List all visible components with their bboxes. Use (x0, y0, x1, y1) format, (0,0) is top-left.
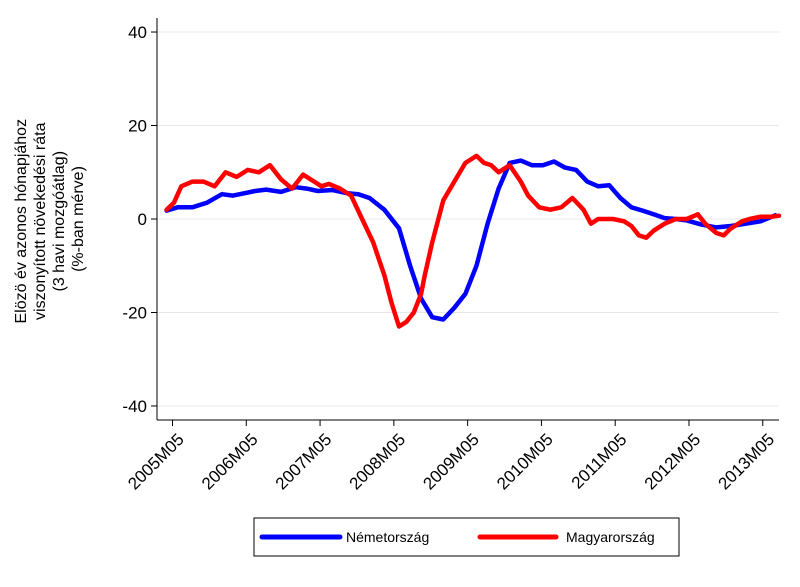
y-axis-label-line-3: (3 havi mozgóátlag) (51, 151, 68, 292)
x-tick-label: 2008M05 (346, 430, 410, 494)
series-line-nemetorszag (164, 158, 778, 322)
y-tick-label: -40 (122, 397, 147, 416)
x-tick-label: 2013M05 (715, 430, 779, 494)
legend-label-nemetorszag: Németország (346, 529, 429, 545)
x-tick-label: 2007M05 (272, 430, 336, 494)
x-tick-label: 2005M05 (124, 430, 188, 494)
y-axis-ticks: -40 -20 0 20 40 (122, 23, 157, 416)
x-tick-label: 2010M05 (493, 430, 557, 494)
y-tick-label: 20 (128, 117, 147, 136)
legend: Németország Magyarország (253, 517, 680, 557)
x-tick-label: 2012M05 (641, 430, 705, 494)
y-axis-label-line-1: Elözö év azonos hónapjához (13, 119, 30, 324)
y-tick-label: 0 (138, 210, 147, 229)
x-axis-ticks: 2005M05 2006M05 2007M05 2008M05 2009M05 2010M… (124, 420, 778, 493)
y-tick-label: 40 (128, 23, 147, 42)
x-tick-label: 2009M05 (419, 430, 483, 494)
y-axis-label-line-2: viszonyított növekedési ráta (32, 122, 49, 320)
x-tick-label: 2006M05 (198, 430, 262, 494)
series-lines (164, 153, 782, 329)
x-tick-label: 2011M05 (568, 430, 631, 493)
y-axis-label: Elözö év azonos hónapjához viszonyított … (13, 114, 87, 323)
legend-label-magyarorszag: Magyarország (566, 529, 655, 545)
series-line-magyarorszag (164, 153, 782, 329)
y-axis-label-line-4: (%-ban mérve) (70, 166, 87, 272)
y-tick-label: -20 (122, 303, 147, 322)
